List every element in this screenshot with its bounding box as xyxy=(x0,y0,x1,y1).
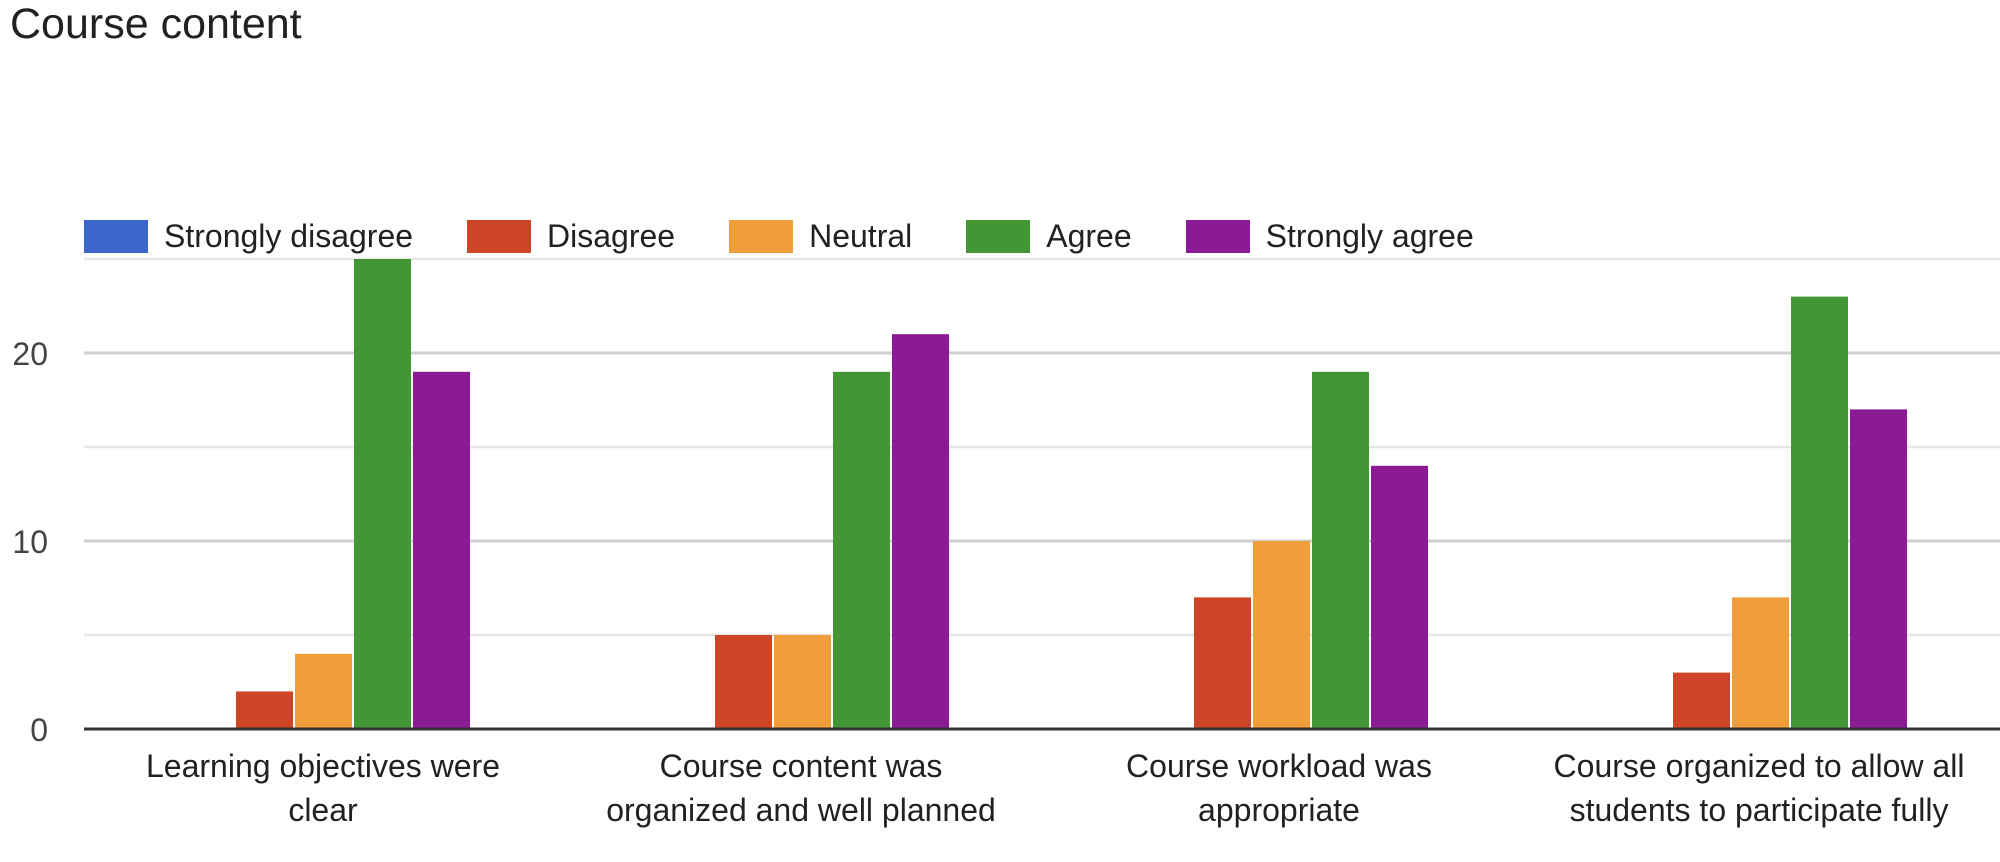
legend-item-agree: Agree xyxy=(966,218,1132,255)
bar-disagree xyxy=(236,691,293,729)
bar-agree xyxy=(1312,371,1369,729)
legend-item-neutral: Neutral xyxy=(729,218,912,255)
x-label-line: appropriate xyxy=(1198,792,1360,828)
bar-neutral xyxy=(1732,597,1789,729)
bar-disagree xyxy=(715,635,772,729)
legend-swatch-disagree xyxy=(467,220,532,253)
bar-agree xyxy=(833,371,890,729)
x-label-line: Course content was xyxy=(659,748,943,784)
bars xyxy=(236,259,1907,729)
x-label-line: Course workload was xyxy=(1126,748,1432,784)
chart-legend: Strongly disagree Disagree Neutral Agree… xyxy=(84,218,1528,255)
legend-swatch-strongly-agree xyxy=(1185,220,1250,253)
x-label-course-content: Course content was organized and well pl… xyxy=(571,744,1031,832)
bar-neutral xyxy=(774,635,831,729)
bar-neutral xyxy=(295,653,352,729)
bar-disagree xyxy=(1194,597,1251,729)
bar-strongly-agree xyxy=(1371,465,1428,729)
x-label-line: students to participate fully xyxy=(1569,792,1949,828)
legend-item-strongly-disagree: Strongly disagree xyxy=(84,218,413,255)
bar-neutral xyxy=(1253,541,1310,729)
legend-swatch-agree xyxy=(966,220,1031,253)
x-label-line: Course organized to allow all xyxy=(1553,748,1965,784)
y-axis-ticks: 0 10 20 xyxy=(12,336,48,748)
x-label-line: clear xyxy=(288,792,358,828)
legend-swatch-strongly-disagree xyxy=(84,220,148,253)
bar-agree xyxy=(354,259,411,729)
legend-label-neutral: Neutral xyxy=(809,218,913,254)
x-label-line: Learning objectives were xyxy=(146,748,500,784)
legend-label-agree: Agree xyxy=(1046,218,1132,254)
x-label-course-workload: Course workload was appropriate xyxy=(1049,744,1509,832)
legend-item-disagree: Disagree xyxy=(467,218,675,255)
x-label-learning-objectives: Learning objectives were clear xyxy=(93,744,553,832)
bar-strongly-agree xyxy=(1850,409,1907,729)
x-label-course-organized: Course organized to allow all students t… xyxy=(1529,744,1989,832)
legend-label-strongly-agree: Strongly agree xyxy=(1265,218,1474,254)
x-label-line: organized and well planned xyxy=(606,792,996,828)
y-tick-label: 20 xyxy=(12,336,48,372)
bar-agree xyxy=(1791,296,1848,729)
bar-strongly-agree xyxy=(892,334,949,729)
bar-strongly-agree xyxy=(413,371,470,729)
legend-item-strongly-agree: Strongly agree xyxy=(1185,218,1474,255)
legend-label-disagree: Disagree xyxy=(547,218,676,254)
y-tick-label: 0 xyxy=(30,712,48,748)
chart-title: Course content xyxy=(10,0,302,48)
y-tick-label: 10 xyxy=(12,524,48,560)
legend-swatch-neutral xyxy=(729,220,794,253)
legend-label-strongly-disagree: Strongly disagree xyxy=(164,218,414,254)
bar-disagree xyxy=(1673,672,1730,729)
